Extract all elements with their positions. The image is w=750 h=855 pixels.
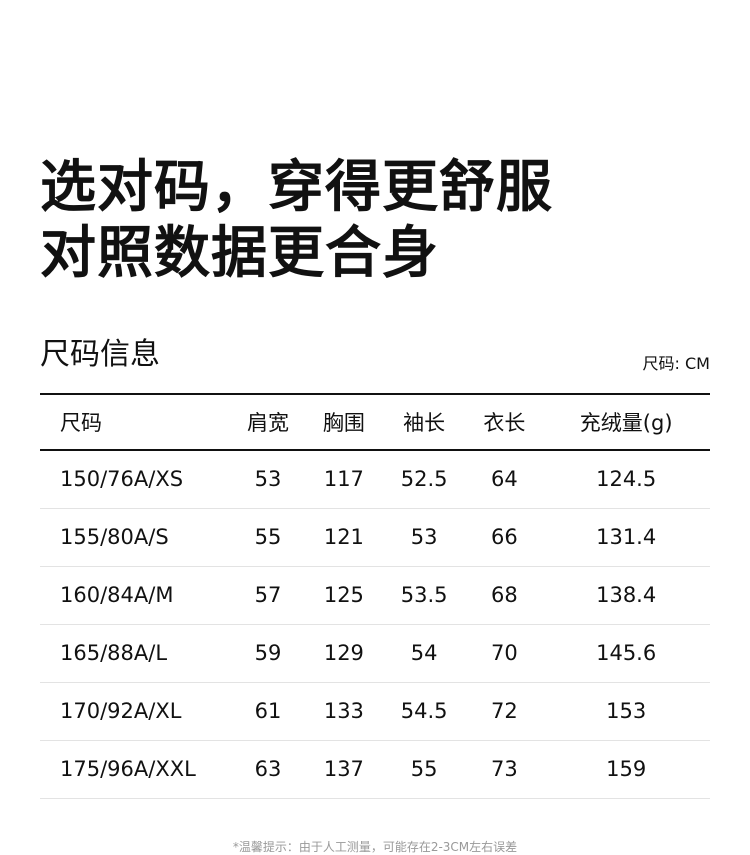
table-cell: 63	[254, 757, 282, 781]
column-header: 尺码	[60, 411, 102, 435]
headline-line-2: 对照数据更合身	[40, 221, 439, 286]
table-cell: 121	[323, 525, 364, 549]
unit-label: 尺码: CM	[642, 354, 710, 373]
table-row: 150/76A/XS 53 117 52.5 64 124.5	[40, 450, 710, 508]
table-cell: 160/84A/M	[60, 583, 174, 607]
table-cell: 70	[490, 641, 518, 665]
table-cell: 53	[410, 525, 438, 549]
table-cell: 165/88A/L	[60, 641, 168, 665]
table-row: 175/96A/XXL 63 137 55 73 159	[40, 740, 710, 798]
table-cell: 125	[323, 583, 364, 607]
table-row: 155/80A/S 55 121 53 66 131.4	[40, 508, 710, 566]
table-cell: 53.5	[400, 583, 448, 607]
table-cell: 150/76A/XS	[60, 467, 184, 492]
table-cell: 117	[323, 467, 364, 492]
table-header-row: 尺码 肩宽 胸围 袖长 衣长 充绒量(g)	[40, 394, 710, 450]
column-header: 肩宽	[246, 411, 289, 435]
table-row: 165/88A/L 59 129 54 70 145.6	[40, 624, 710, 682]
table-cell: 145.6	[596, 641, 657, 665]
footnote: *温馨提示：由于人工测量，可能存在2-3CM左右误差	[232, 840, 518, 854]
table-row: 170/92A/XL 61 133 54.5 72 153	[40, 682, 710, 740]
table-cell: 129	[323, 641, 364, 665]
table-cell: 55	[254, 525, 282, 549]
column-header: 袖长	[403, 411, 446, 435]
headline-line-1: 选对码，穿得更舒服	[40, 155, 553, 220]
column-header: 胸围	[322, 411, 365, 435]
table-cell: 54	[410, 641, 438, 665]
table-cell: 131.4	[596, 525, 657, 549]
table-cell: 137	[323, 757, 364, 781]
table-cell: 53	[254, 467, 282, 492]
column-header: 衣长	[483, 411, 526, 435]
table-cell: 159	[606, 757, 647, 781]
table-cell: 55	[410, 757, 438, 781]
table-cell: 52.5	[400, 467, 448, 492]
table-cell: 72	[490, 699, 518, 723]
table-cell: 64	[490, 467, 518, 492]
size-table: 尺码 肩宽 胸围 袖长 衣长 充绒量(g) 150/76A/XS 53 117 52.5 64 12…	[40, 393, 710, 799]
table-cell: 68	[490, 583, 518, 607]
table-cell: 155/80A/S	[60, 525, 169, 549]
table-cell: 57	[254, 583, 282, 607]
table-cell: 124.5	[596, 467, 657, 492]
table-cell: 153	[606, 699, 647, 723]
table-cell: 73	[490, 757, 518, 781]
table-cell: 138.4	[596, 583, 657, 607]
table-cell: 59	[254, 641, 282, 665]
table-cell: 133	[323, 699, 364, 723]
table-row: 160/84A/M 57 125 53.5 68 138.4	[40, 566, 710, 624]
table-cell: 170/92A/XL	[60, 699, 182, 723]
section-title: 尺码信息	[40, 337, 160, 372]
table-cell: 66	[490, 525, 518, 549]
column-header: 充绒量(g)	[579, 411, 673, 435]
table-cell: 54.5	[400, 699, 448, 723]
table-cell: 61	[254, 699, 282, 723]
table-cell: 175/96A/XXL	[60, 757, 196, 781]
